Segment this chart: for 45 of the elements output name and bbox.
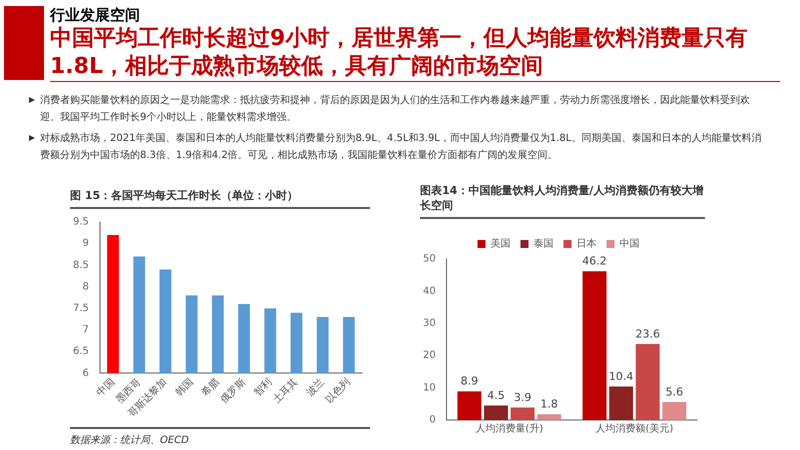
chart-title: 图 15：各国平均每天工作时长（单位：小时） xyxy=(70,188,370,209)
source-note: 数据来源：统计局、OECD xyxy=(70,427,370,447)
legend-label: 美国 xyxy=(490,238,510,250)
legend-label: 中国 xyxy=(620,238,640,250)
x-tick-label: 中国 xyxy=(94,376,117,398)
text: 中国平均工作时长超过9小时，居世界第一，但人均能量饮料消费量只有1.8L，相比于成熟市场较低，具有广阔的市场空间 xyxy=(50,25,748,81)
data-label: 3.9 xyxy=(514,390,532,404)
y-tick-label: 6 xyxy=(82,368,89,379)
bar xyxy=(537,414,562,420)
x-tick-label: 人均消费额(美元) xyxy=(596,422,674,435)
data-label: 5.6 xyxy=(666,385,684,398)
y-tick-label: 6.5 xyxy=(72,346,89,358)
chart-title: 图表14：中国能量饮料人均消费量/人均消费额仍有较大增长空间 xyxy=(420,183,705,219)
y-tick-label: 50 xyxy=(422,254,436,265)
bar xyxy=(484,406,508,420)
legend-label: 日本 xyxy=(576,238,596,250)
bar xyxy=(510,407,535,420)
y-tick-label: 40 xyxy=(422,286,436,297)
y-tick-label: 8.5 xyxy=(72,260,89,271)
y-tick-label: 9.5 xyxy=(72,216,89,228)
bar xyxy=(609,386,634,420)
legend-label: 泰国 xyxy=(534,238,554,250)
text: 对标成熟市场，2021年美国、泰国和日本的人均能量饮料消费量分别为8.9L、4.5L和3.9L，而中国人均消费量仅为1.8L。同期美国、泰国和日本的人均能量饮料消费额分别为中国市场的8.3倍、1.9倍和4.2倍。可见，相比成熟市场，我国能量饮料在量价方面都有广阔的发展空间。 xyxy=(40,132,762,163)
y-tick-label: 30 xyxy=(422,318,436,329)
data-label: 8.9 xyxy=(460,374,478,388)
bar xyxy=(457,391,482,420)
y-tick-label: 7 xyxy=(82,324,89,336)
text: 消费者购买能量饮料的原因之一是功能需求：抵抗疲劳和提神，背后的原因是因为人们的生活和工作内卷越来越严重，劳动力所需强度增长，因此能量饮料受到欢迎。我国平均工作时长9个小时以上，能量饮料需求增强。 xyxy=(40,94,751,125)
bar xyxy=(636,344,660,420)
y-tick-label: 0 xyxy=(429,414,436,426)
data-label: 4.5 xyxy=(487,388,505,402)
data-label: 1.8 xyxy=(540,398,558,411)
bar xyxy=(662,402,686,420)
y-tick-label: 20 xyxy=(422,350,436,362)
y-tick-label: 7.5 xyxy=(72,302,89,314)
bar xyxy=(582,271,607,420)
text: 行业发展空间 xyxy=(50,6,141,25)
y-tick-label: 10 xyxy=(422,382,436,394)
data-label: 46.2 xyxy=(582,254,607,268)
data-label: 23.6 xyxy=(635,327,660,340)
y-tick-label: 9 xyxy=(82,238,89,250)
y-tick-label: 8 xyxy=(82,281,89,292)
x-tick-label: 韩国 xyxy=(172,376,196,398)
x-tick-label: 人均消费量(升) xyxy=(475,422,544,435)
data-label: 10.4 xyxy=(608,370,634,383)
